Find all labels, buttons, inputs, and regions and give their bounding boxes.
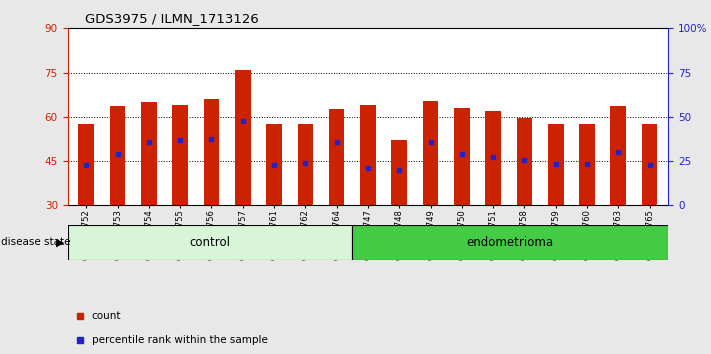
Bar — [486, 111, 501, 205]
Bar — [579, 124, 595, 205]
Text: ▶: ▶ — [55, 238, 64, 247]
Bar — [235, 70, 250, 205]
Bar — [68, 225, 352, 260]
Bar — [352, 225, 668, 260]
Bar — [454, 108, 470, 205]
Text: control: control — [189, 236, 230, 249]
Bar — [517, 118, 533, 205]
Bar — [328, 109, 344, 205]
Bar — [297, 124, 313, 205]
Bar — [141, 102, 156, 205]
Text: percentile rank within the sample: percentile rank within the sample — [92, 335, 267, 345]
Text: disease state: disease state — [1, 238, 70, 247]
Bar — [78, 124, 94, 205]
Bar — [109, 107, 125, 205]
Text: GDS3975 / ILMN_1713126: GDS3975 / ILMN_1713126 — [85, 12, 259, 25]
Bar — [203, 99, 219, 205]
Bar — [392, 141, 407, 205]
Bar — [423, 101, 439, 205]
Bar — [360, 105, 376, 205]
Bar — [642, 124, 658, 205]
Text: endometrioma: endometrioma — [466, 236, 554, 249]
Bar — [548, 124, 564, 205]
Bar — [611, 107, 626, 205]
Bar — [266, 124, 282, 205]
Text: count: count — [92, 311, 121, 321]
Bar — [172, 105, 188, 205]
